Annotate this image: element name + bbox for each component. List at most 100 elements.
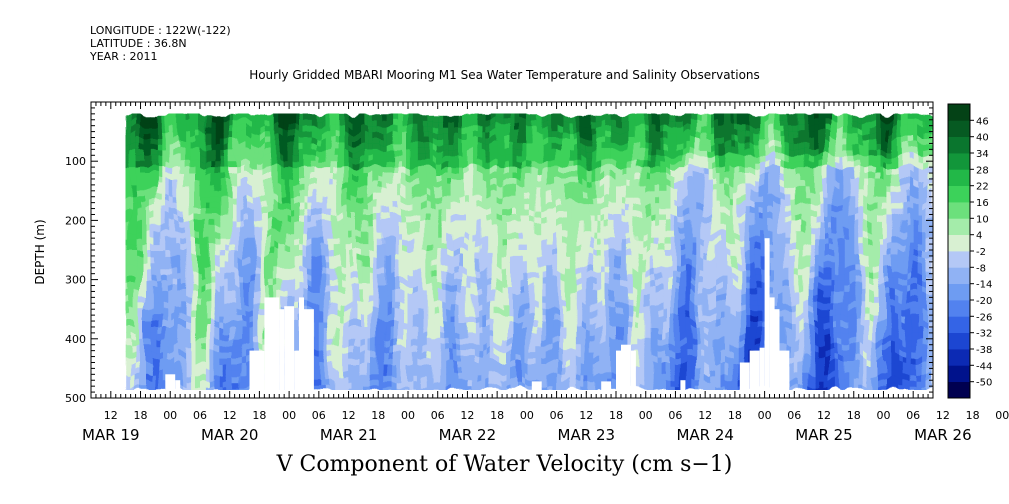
heatmap-cell: [343, 137, 350, 144]
heatmap-cell: [581, 291, 587, 298]
heatmap-cell: [536, 321, 543, 328]
heatmap-cell: [130, 303, 137, 310]
heatmap-cell: [229, 303, 236, 310]
heatmap-cell: [621, 137, 627, 144]
heatmap-cell: [452, 202, 459, 210]
heatmap-cell: [393, 344, 399, 352]
heatmap-cell: [571, 214, 577, 221]
heatmap-cell: [586, 338, 592, 346]
heatmap-cell: [224, 309, 231, 316]
heatmap-cell: [403, 279, 409, 287]
heatmap-cell: [502, 190, 508, 198]
heatmap-cell: [403, 374, 409, 381]
heatmap-cell: [576, 350, 582, 358]
heatmap-cell: [284, 255, 290, 263]
heatmap-cell: [412, 321, 419, 328]
heatmap-cell: [546, 261, 553, 269]
heatmap-cell: [239, 161, 246, 168]
heatmap-cell: [279, 137, 285, 144]
heatmap-cell: [388, 291, 394, 298]
heatmap-cell: [521, 267, 528, 275]
heatmap-cell: [254, 250, 260, 257]
heatmap-cell: [517, 214, 523, 221]
heatmap-cell: [135, 267, 142, 275]
heatmap-cell: [616, 149, 622, 156]
heatmap-cell: [214, 327, 221, 334]
heatmap-cell: [204, 155, 211, 162]
heatmap-cell: [546, 309, 553, 316]
year-label: YEAR : 2011: [90, 50, 158, 63]
heatmap-cell: [556, 374, 563, 381]
heatmap-cell: [427, 285, 434, 292]
heatmap-cell: [403, 332, 409, 340]
heatmap-cell: [249, 255, 256, 263]
heatmap-cell: [175, 332, 181, 340]
heatmap-cell: [531, 196, 538, 204]
heatmap-cell: [536, 315, 543, 322]
heatmap-cell: [462, 332, 469, 340]
heatmap-cell: [561, 208, 568, 216]
heatmap-cell: [333, 131, 340, 139]
heatmap-cell: [274, 238, 280, 245]
heatmap-cell: [561, 285, 568, 292]
heatmap-cell: [328, 167, 335, 174]
heatmap-cell: [616, 303, 622, 310]
heatmap-cell: [299, 226, 305, 233]
heatmap-cell: [170, 297, 176, 304]
heatmap-cell: [353, 179, 360, 186]
heatmap-cell: [645, 131, 652, 139]
heatmap-cell: [546, 327, 553, 334]
heatmap-cell: [576, 244, 582, 251]
heatmap-cell: [348, 167, 355, 174]
heatmap-cell: [591, 179, 597, 186]
heatmap-cell: [145, 226, 152, 233]
heatmap-cell: [551, 350, 558, 358]
heatmap-cell: [130, 161, 137, 168]
heatmap-cell: [185, 113, 191, 121]
heatmap-cell: [442, 143, 449, 150]
heatmap-cell: [581, 315, 587, 322]
heatmap-cell: [412, 303, 419, 310]
heatmap-cell: [209, 196, 216, 204]
heatmap-cell: [561, 267, 568, 275]
heatmap-cell: [140, 338, 147, 346]
heatmap-cell: [313, 155, 320, 162]
heatmap-cell: [313, 374, 320, 381]
heatmap-cell: [358, 179, 365, 186]
heatmap-cell: [224, 173, 231, 180]
heatmap-cell: [571, 321, 577, 328]
heatmap-cell: [482, 267, 488, 275]
heatmap-cell: [442, 327, 449, 334]
heatmap-cell: [244, 208, 251, 216]
heatmap-cell: [635, 321, 642, 328]
heatmap-cell: [517, 149, 523, 156]
heatmap-cell: [561, 125, 568, 133]
heatmap-cell: [625, 238, 632, 245]
heatmap-cell: [621, 291, 627, 298]
heatmap-cell: [556, 368, 563, 375]
heatmap-cell: [150, 208, 156, 216]
heatmap-cell: [175, 374, 181, 381]
heatmap-cell: [650, 125, 657, 133]
heatmap-cell: [412, 184, 419, 192]
heatmap-cell: [546, 137, 553, 144]
heatmap-cell: [313, 184, 320, 192]
heatmap-cell: [313, 285, 320, 292]
heatmap-cell: [437, 137, 444, 144]
heatmap-cell: [130, 202, 137, 210]
heatmap-cell: [457, 309, 464, 316]
heatmap-cell: [422, 344, 429, 352]
heatmap-cell: [566, 380, 573, 387]
heatmap-cell: [442, 196, 449, 204]
heatmap-cell: [204, 309, 211, 316]
heatmap-cell: [239, 131, 246, 139]
heatmap-cell: [239, 250, 246, 257]
heatmap-cell: [313, 368, 320, 375]
heatmap-cell: [338, 309, 345, 316]
heatmap-cell: [601, 196, 607, 204]
heatmap-cell: [284, 184, 290, 192]
heatmap-cell: [422, 190, 429, 198]
heatmap-cell: [388, 167, 394, 174]
heatmap-cell: [145, 250, 152, 257]
heatmap-cell: [526, 196, 533, 204]
